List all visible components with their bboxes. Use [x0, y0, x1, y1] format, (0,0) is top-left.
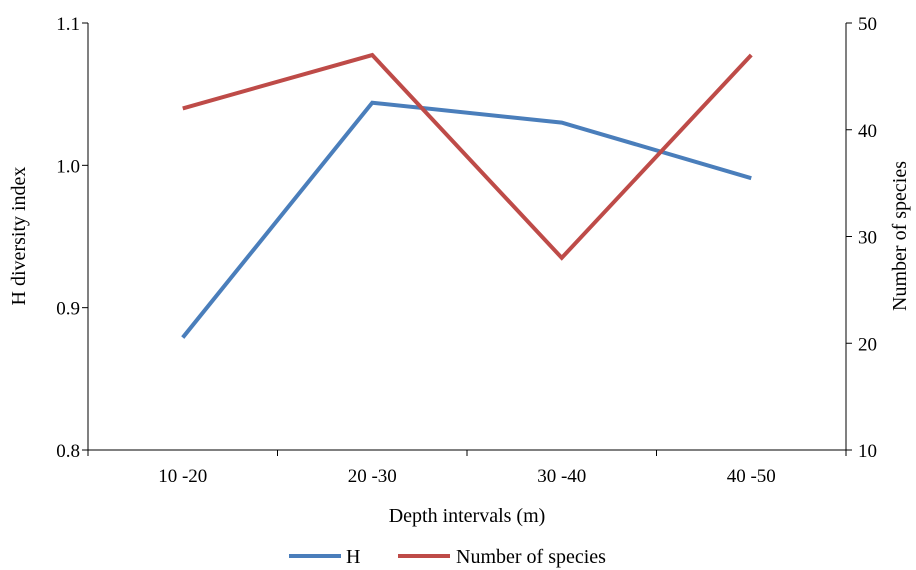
series-line-number-of-species [182, 52, 753, 261]
left-y-axis-title: H diversity index [8, 167, 30, 306]
x-axis-ticks: 10 -20 20 -30 30 -40 40 -50 [87, 450, 847, 487]
left-y-tick-label-0-9: 0.9 [56, 299, 80, 320]
x-axis-title: Depth intervals (m) [389, 505, 546, 527]
x-tick-label-20-30: 20 -30 [348, 466, 397, 487]
x-tick-label-10-20: 10 -20 [158, 466, 207, 487]
legend: H Number of species [289, 546, 606, 568]
series-line-h [181, 100, 752, 339]
x-tick-label-40-50: 40 -50 [727, 466, 776, 487]
right-y-tick-label-20: 20 [858, 334, 877, 355]
series-lines [181, 52, 753, 339]
right-y-tick-label-50: 50 [858, 14, 877, 35]
right-y-axis-ticks: 10 20 30 40 50 [846, 14, 877, 462]
left-y-tick-label-0-8: 0.8 [56, 441, 80, 462]
left-y-axis-ticks: 0.8 0.9 1.0 1.1 [56, 14, 88, 462]
right-y-tick-label-10: 10 [858, 441, 877, 462]
right-y-axis-title: Number of species [889, 161, 911, 311]
left-y-tick-label-1-0: 1.0 [56, 156, 80, 177]
legend-label-number-of-species: Number of species [456, 546, 606, 568]
left-y-tick-label-1-1: 1.1 [56, 14, 80, 35]
legend-label-h: H [346, 546, 360, 568]
right-y-tick-label-30: 30 [858, 228, 877, 249]
right-y-tick-label-40: 40 [858, 121, 877, 142]
x-tick-label-30-40: 30 -40 [537, 466, 586, 487]
